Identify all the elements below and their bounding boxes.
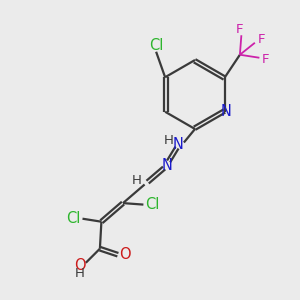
Text: H: H [131,173,141,187]
Text: Cl: Cl [149,38,163,52]
Text: Cl: Cl [145,197,160,212]
Text: N: N [173,136,184,152]
Text: N: N [221,104,232,119]
Text: O: O [74,258,85,273]
Text: F: F [262,53,270,66]
Text: H: H [75,267,85,280]
Text: N: N [162,158,172,172]
Text: F: F [236,23,244,36]
Text: O: O [120,247,131,262]
Text: H: H [164,134,174,147]
Text: Cl: Cl [66,211,80,226]
Text: F: F [258,33,265,46]
